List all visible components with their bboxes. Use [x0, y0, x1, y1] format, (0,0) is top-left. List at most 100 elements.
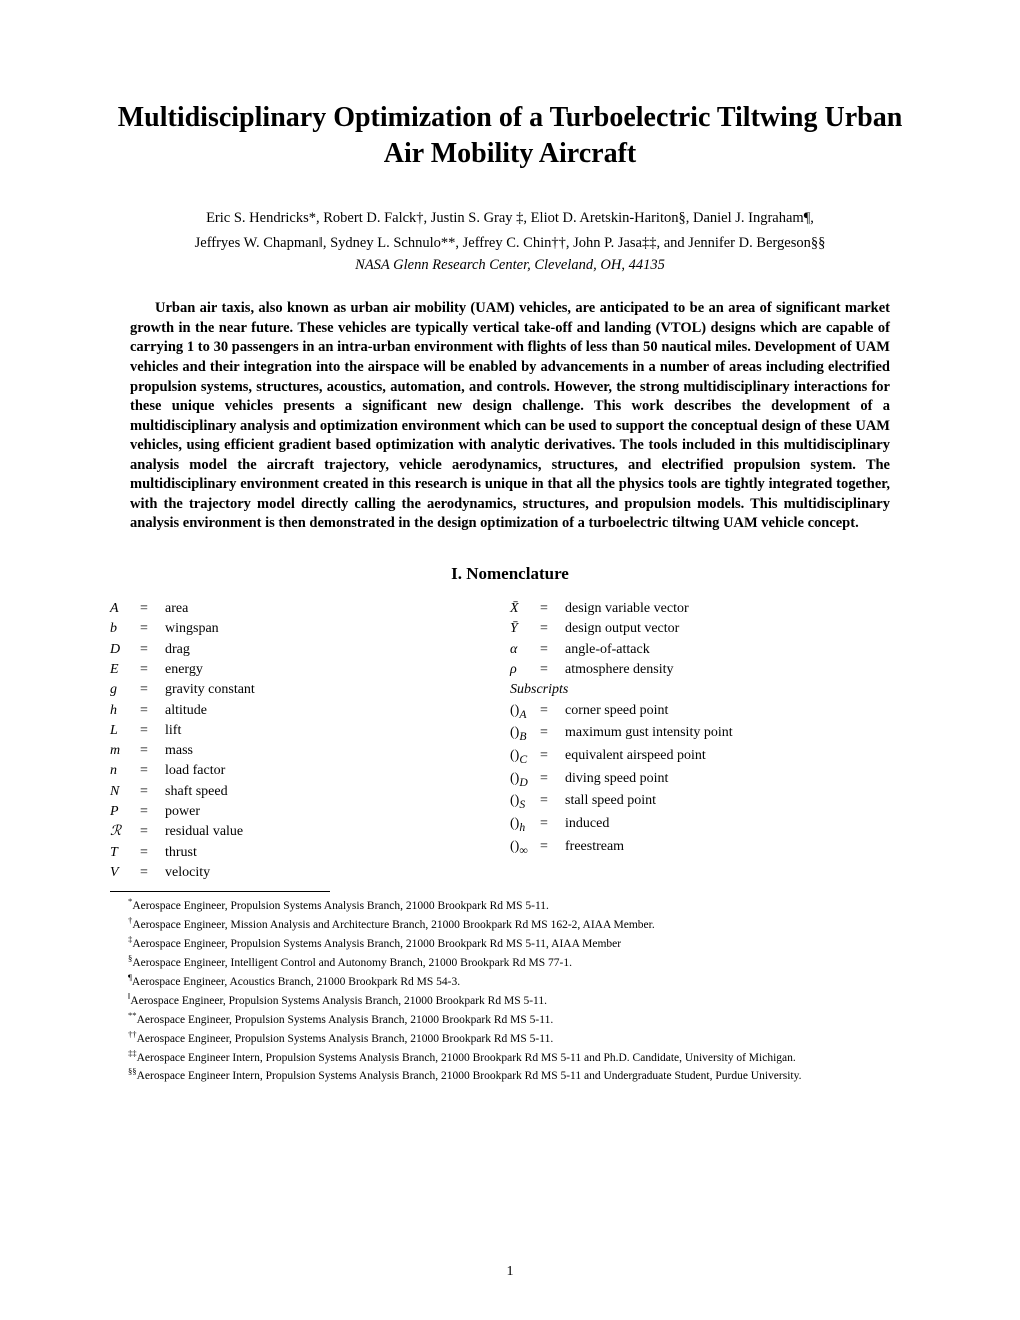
nomenclature-definition: atmosphere density — [565, 660, 910, 680]
nomenclature-definition: gravity constant — [165, 680, 510, 700]
nomenclature-definition: load factor — [165, 761, 510, 781]
nomenclature-definition: angle-of-attack — [565, 640, 910, 660]
nomenclature-equals: = — [140, 660, 165, 680]
nomenclature-equals: = — [140, 619, 165, 639]
nomenclature-row: h=altitude — [110, 701, 510, 721]
subscript-definition: equivalent airspeed point — [565, 746, 910, 769]
nomenclature-equals: = — [140, 782, 165, 802]
subscript-equals: = — [540, 769, 565, 792]
nomenclature-symbol: V — [110, 863, 140, 883]
nomenclature-row: Ȳ=design output vector — [510, 619, 910, 639]
nomenclature-symbol: ℛ — [110, 822, 140, 842]
nomenclature-row: m=mass — [110, 741, 510, 761]
nomenclature-row: α=angle-of-attack — [510, 640, 910, 660]
nomenclature-symbol: g — [110, 680, 140, 700]
footnote: †Aerospace Engineer, Mission Analysis an… — [110, 914, 910, 933]
nomenclature-equals: = — [540, 640, 565, 660]
nomenclature-row: ρ=atmosphere density — [510, 660, 910, 680]
nomenclature-symbol: α — [510, 640, 540, 660]
footnote: ‡Aerospace Engineer, Propulsion Systems … — [110, 933, 910, 952]
subscript-symbol: ()h — [510, 814, 540, 837]
authors-line-1: Eric S. Hendricks*, Robert D. Falck†, Ju… — [110, 208, 910, 230]
subscript-row: ()C=equivalent airspeed point — [510, 746, 910, 769]
nomenclature-definition: lift — [165, 721, 510, 741]
authors-line-2: Jeffryes W. Chapman‖, Sydney L. Schnulo*… — [110, 233, 910, 255]
nomenclature-equals: = — [140, 741, 165, 761]
nomenclature-equals: = — [140, 761, 165, 781]
subscript-row: ()h=induced — [510, 814, 910, 837]
nomenclature-symbol: h — [110, 701, 140, 721]
subscripts-label: Subscripts — [510, 680, 910, 700]
nomenclature-definition: area — [165, 599, 510, 619]
subscript-definition: freestream — [565, 837, 910, 860]
footnote: §§Aerospace Engineer Intern, Propulsion … — [110, 1065, 910, 1084]
subscript-equals: = — [540, 723, 565, 746]
nomenclature-equals: = — [540, 660, 565, 680]
paper-title: Multidisciplinary Optimization of a Turb… — [110, 100, 910, 173]
nomenclature-symbol: m — [110, 741, 140, 761]
nomenclature-symbol: ρ — [510, 660, 540, 680]
nomenclature-equals: = — [140, 701, 165, 721]
nomenclature-row: n=load factor — [110, 761, 510, 781]
subscript-equals: = — [540, 746, 565, 769]
footnote: ‡‡Aerospace Engineer Intern, Propulsion … — [110, 1047, 910, 1066]
nomenclature-row: V=velocity — [110, 863, 510, 883]
nomenclature-definition: drag — [165, 640, 510, 660]
nomenclature-row: g=gravity constant — [110, 680, 510, 700]
abstract: Urban air taxis, also known as urban air… — [130, 299, 890, 534]
nomenclature-symbol: E — [110, 660, 140, 680]
subscript-row: ()B=maximum gust intensity point — [510, 723, 910, 746]
subscript-symbol: ()D — [510, 769, 540, 792]
subscript-definition: stall speed point — [565, 791, 910, 814]
nomenclature-definition: altitude — [165, 701, 510, 721]
footnote: *Aerospace Engineer, Propulsion Systems … — [110, 895, 910, 914]
nomenclature-row: E=energy — [110, 660, 510, 680]
footnote: **Aerospace Engineer, Propulsion Systems… — [110, 1009, 910, 1028]
subscript-definition: corner speed point — [565, 701, 910, 724]
nomenclature-equals: = — [140, 680, 165, 700]
nomenclature-row: X̄=design variable vector — [510, 599, 910, 619]
subscript-row: ()S=stall speed point — [510, 791, 910, 814]
nomenclature-row: A=area — [110, 599, 510, 619]
nomenclature-definition: shaft speed — [165, 782, 510, 802]
nomenclature-symbol: b — [110, 619, 140, 639]
subscript-symbol: ()∞ — [510, 837, 540, 860]
nomenclature-equals: = — [140, 843, 165, 863]
nomenclature-row: b=wingspan — [110, 619, 510, 639]
page-number: 1 — [0, 1264, 1020, 1280]
nomenclature-equals: = — [140, 822, 165, 842]
footnote-rule — [110, 891, 330, 892]
nomenclature-row: T=thrust — [110, 843, 510, 863]
nomenclature-equals: = — [540, 619, 565, 639]
subscript-symbol: ()C — [510, 746, 540, 769]
nomenclature-symbol: A — [110, 599, 140, 619]
nomenclature-row: ℛ=residual value — [110, 822, 510, 842]
footnote: ‖Aerospace Engineer, Propulsion Systems … — [110, 990, 910, 1009]
nomenclature-row: N=shaft speed — [110, 782, 510, 802]
nomenclature-definition: design output vector — [565, 619, 910, 639]
footnote: §Aerospace Engineer, Intelligent Control… — [110, 952, 910, 971]
subscript-equals: = — [540, 701, 565, 724]
subscript-definition: maximum gust intensity point — [565, 723, 910, 746]
subscript-symbol: ()A — [510, 701, 540, 724]
nomenclature-equals: = — [140, 863, 165, 883]
nomenclature-symbol: D — [110, 640, 140, 660]
nomenclature-definition: residual value — [165, 822, 510, 842]
nomenclature-definition: design variable vector — [565, 599, 910, 619]
subscript-definition: induced — [565, 814, 910, 837]
nomenclature-definition: wingspan — [165, 619, 510, 639]
affiliation: NASA Glenn Research Center, Cleveland, O… — [110, 257, 910, 274]
nomenclature-equals: = — [140, 802, 165, 822]
nomenclature: A=areab=wingspanD=dragE=energyg=gravity … — [110, 599, 910, 883]
paper-page: Multidisciplinary Optimization of a Turb… — [0, 0, 1020, 1320]
nomenclature-symbol: X̄ — [510, 599, 540, 619]
nomenclature-symbol: Ȳ — [510, 619, 540, 639]
nomenclature-equals: = — [140, 721, 165, 741]
nomenclature-definition: velocity — [165, 863, 510, 883]
subscript-equals: = — [540, 791, 565, 814]
nomenclature-definition: mass — [165, 741, 510, 761]
nomenclature-symbol: L — [110, 721, 140, 741]
nomenclature-symbol: n — [110, 761, 140, 781]
subscript-equals: = — [540, 837, 565, 860]
subscript-definition: diving speed point — [565, 769, 910, 792]
